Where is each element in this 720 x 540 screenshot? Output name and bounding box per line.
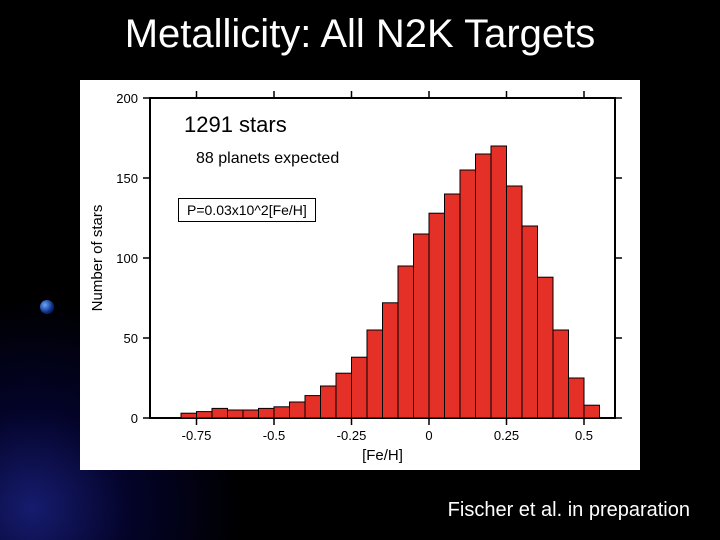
histogram-bar bbox=[336, 373, 352, 418]
histogram-bar bbox=[414, 234, 430, 418]
histogram-bar bbox=[491, 146, 507, 418]
histogram-bar bbox=[259, 408, 275, 418]
histogram-bar bbox=[553, 330, 569, 418]
histogram-bar bbox=[569, 378, 585, 418]
annotation-formula: P=0.03x10^2[Fe/H] bbox=[178, 198, 316, 222]
slide-bullet bbox=[40, 300, 54, 314]
x-tick-label: 0 bbox=[425, 428, 432, 443]
y-axis-label: Number of stars bbox=[89, 205, 106, 312]
histogram-bar bbox=[212, 408, 228, 418]
histogram-bar bbox=[181, 413, 197, 418]
x-axis-label: [Fe/H] bbox=[362, 447, 403, 464]
page-title: Metallicity: All N2K Targets bbox=[0, 12, 720, 57]
histogram-bar bbox=[228, 410, 244, 418]
histogram-bar bbox=[398, 266, 414, 418]
y-tick-label: 100 bbox=[116, 251, 138, 266]
histogram-bar bbox=[367, 330, 383, 418]
citation-text: Fischer et al. in preparation bbox=[448, 499, 690, 522]
histogram-bar bbox=[352, 357, 368, 418]
histogram-bar bbox=[476, 154, 492, 418]
x-tick-label: 0.25 bbox=[494, 428, 519, 443]
y-tick-label: 150 bbox=[116, 171, 138, 186]
histogram-panel: 0 50 100 150 200 -0.75 -0.5 -0.25 0 0.25 0.5 [Fe/H]… bbox=[80, 80, 640, 470]
histogram-bar bbox=[584, 405, 600, 418]
x-tick-label: -0.5 bbox=[263, 428, 285, 443]
histogram-svg: 0 50 100 150 200 -0.75 -0.5 -0.25 0 0.25 0.5 [Fe/H]… bbox=[80, 80, 640, 470]
histogram-bar bbox=[321, 386, 337, 418]
histogram-bar bbox=[274, 407, 290, 418]
histogram-bar bbox=[383, 303, 399, 418]
x-tick-label: 0.5 bbox=[575, 428, 593, 443]
histogram-bar bbox=[243, 410, 259, 418]
histogram-bar bbox=[290, 402, 306, 418]
y-tick-label: 0 bbox=[131, 411, 138, 426]
histogram-bar bbox=[197, 412, 213, 418]
annotation-stars-count: 1291 stars bbox=[178, 110, 293, 140]
y-tick-label: 50 bbox=[124, 331, 138, 346]
histogram-bar bbox=[460, 170, 476, 418]
x-tick-label: -0.75 bbox=[182, 428, 212, 443]
histogram-bar bbox=[507, 186, 523, 418]
annotation-planets-expected: 88 planets expected bbox=[190, 148, 345, 170]
x-tick-label: -0.25 bbox=[337, 428, 367, 443]
histogram-bar bbox=[305, 396, 321, 418]
y-tick-label: 200 bbox=[116, 91, 138, 106]
histogram-bar bbox=[522, 226, 538, 418]
histogram-bar bbox=[538, 277, 554, 418]
histogram-bar bbox=[429, 213, 445, 418]
histogram-bar bbox=[445, 194, 461, 418]
